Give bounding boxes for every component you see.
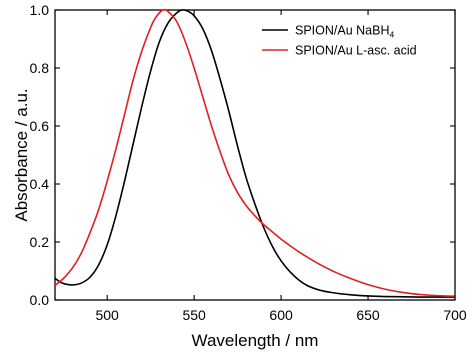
x-axis-title: Wavelength / nm [192,331,319,350]
x-tick-label: 500 [95,307,119,323]
y-tick-label: 0.2 [30,234,50,250]
legend-label-subscript: 4 [389,30,394,40]
y-tick-label: 1.0 [30,2,50,18]
x-tick-label: 700 [443,307,467,323]
series-line-2 [54,8,456,298]
series-line-1 [54,9,455,298]
data-series-group [54,8,456,298]
plot-area-border [54,9,456,301]
legend-label-1: SPION/Au NaBH4 [295,24,394,40]
y-tick-label: 0.8 [30,60,50,76]
legend-label-text: SPION/Au L-asc. acid [295,44,417,58]
y-tick-label: 0.6 [30,118,50,134]
x-tick-label: 650 [356,307,380,323]
legend-label-2: SPION/Au L-asc. acid [295,44,417,58]
axis-ticks-group: 500 550 600 650 700 0.0 0.2 0.4 0.6 0.8 1.0 [30,2,467,323]
x-tick-label: 550 [182,307,206,323]
legend-label-text: SPION/Au NaBH [295,24,389,38]
x-tick-label: 600 [269,307,293,323]
legend: SPION/Au NaBH4 SPION/Au L-asc. acid [262,24,417,58]
y-tick-label: 0.4 [30,176,50,192]
y-axis-title: Absorbance / a.u. [12,88,31,221]
y-tick-label: 0.0 [30,292,50,308]
